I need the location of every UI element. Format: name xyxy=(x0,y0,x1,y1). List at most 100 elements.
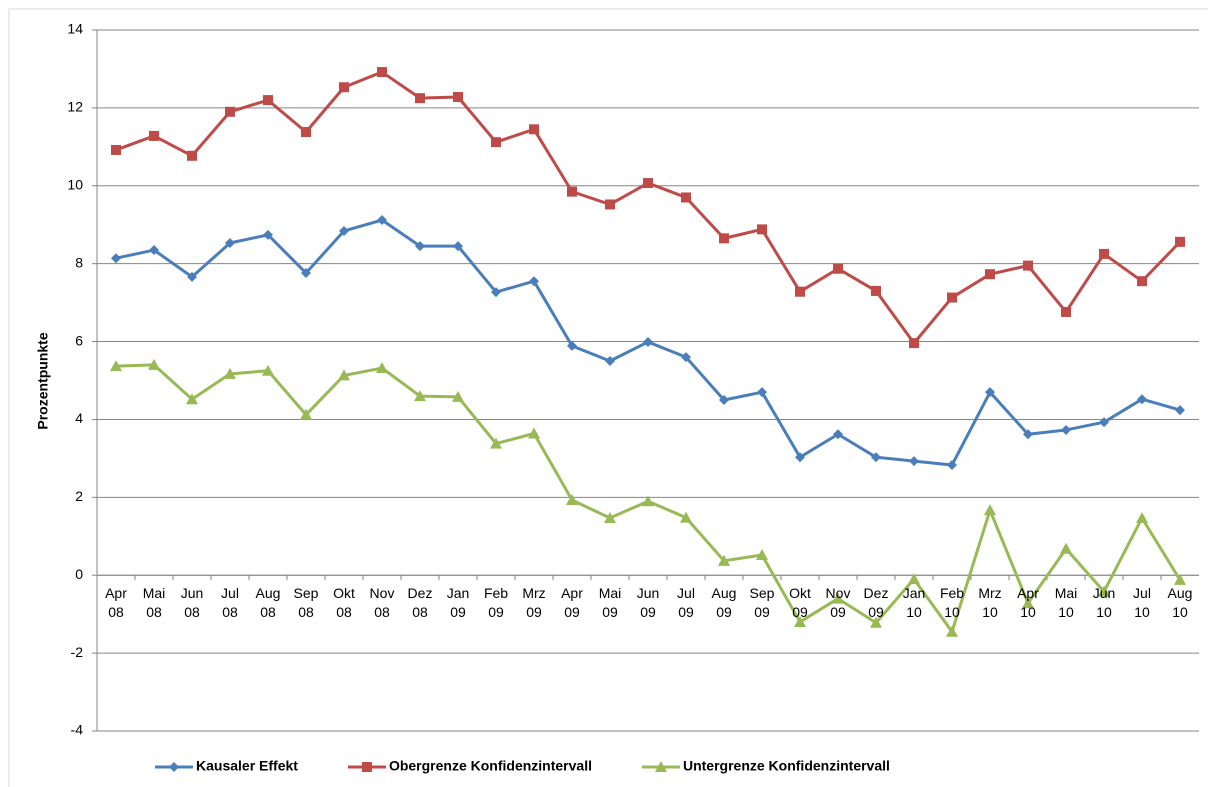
x-tick-label: Apr 08 xyxy=(105,585,127,621)
marker xyxy=(871,285,881,296)
marker xyxy=(453,91,463,102)
marker xyxy=(1022,597,1034,609)
marker xyxy=(187,150,197,161)
marker xyxy=(110,360,122,372)
x-tick-label: Okt 09 xyxy=(789,585,811,621)
marker xyxy=(187,271,197,282)
marker xyxy=(833,263,843,274)
x-tick-label: Mai 08 xyxy=(142,585,166,621)
marker xyxy=(339,82,349,93)
marker xyxy=(984,504,996,516)
marker xyxy=(339,225,349,236)
x-tick-label: Mrz 10 xyxy=(978,585,1002,621)
marker xyxy=(453,241,463,252)
marker xyxy=(186,393,198,405)
marker xyxy=(1175,236,1185,247)
marker xyxy=(1061,306,1071,317)
marker xyxy=(985,269,995,280)
marker xyxy=(604,511,616,523)
marker xyxy=(680,511,692,523)
y-tick-label: 2 xyxy=(75,488,83,504)
x-tick-label: Okt 08 xyxy=(333,585,355,621)
marker xyxy=(300,408,312,420)
x-tick-label: Feb 09 xyxy=(483,585,509,621)
legend-label: Untergrenze Konfidenzintervall xyxy=(683,758,890,774)
x-tick-label: Mrz 09 xyxy=(522,585,546,621)
marker xyxy=(832,592,844,604)
marker xyxy=(1060,542,1072,554)
x-tick-label: Jul 09 xyxy=(677,585,695,621)
marker xyxy=(301,127,311,138)
marker xyxy=(338,369,350,381)
marker xyxy=(566,494,578,506)
x-tick-label: Jan 09 xyxy=(446,585,470,621)
marker xyxy=(1099,417,1109,428)
marker xyxy=(909,338,919,349)
marker xyxy=(654,761,667,772)
x-tick-label: Dez 08 xyxy=(407,585,433,621)
x-tick-label: Aug 09 xyxy=(711,585,737,621)
marker xyxy=(795,452,805,463)
marker xyxy=(795,286,805,297)
marker xyxy=(643,336,653,347)
marker xyxy=(149,245,159,256)
marker xyxy=(985,387,995,398)
y-tick-label: -4 xyxy=(71,722,84,738)
x-tick-label: Mai 09 xyxy=(598,585,622,621)
marker xyxy=(490,437,502,449)
x-tick-label: Sep 08 xyxy=(293,585,319,621)
marker xyxy=(1061,424,1071,435)
x-tick-label: Feb 10 xyxy=(939,585,965,621)
x-tick-label: Nov 08 xyxy=(369,585,395,621)
marker xyxy=(642,495,654,507)
x-tick-label: Jul 08 xyxy=(221,585,239,621)
marker xyxy=(1174,573,1186,585)
marker xyxy=(947,460,957,471)
y-axis-label: Prozentpunkte xyxy=(35,332,51,429)
chart-border xyxy=(8,8,1208,787)
x-tick-label: Sep 09 xyxy=(749,585,775,621)
marker xyxy=(909,456,919,467)
marker xyxy=(377,67,387,78)
marker xyxy=(528,427,540,439)
x-tick-label: Mai 10 xyxy=(1054,585,1078,621)
marker xyxy=(491,137,501,148)
marker xyxy=(871,452,881,463)
y-tick-label: 8 xyxy=(75,254,83,270)
marker xyxy=(1136,511,1148,523)
x-tick-label: Jun 08 xyxy=(180,585,204,621)
marker xyxy=(452,390,464,402)
marker xyxy=(833,429,843,440)
x-tick-label: Jul 10 xyxy=(1133,585,1151,621)
marker xyxy=(681,352,691,363)
marker xyxy=(757,387,767,398)
x-tick-label: Dez 09 xyxy=(863,585,889,621)
marker xyxy=(946,625,958,637)
y-tick-label: 0 xyxy=(75,566,83,582)
marker xyxy=(263,95,273,106)
marker xyxy=(870,616,882,628)
marker xyxy=(301,268,311,279)
marker xyxy=(529,124,539,135)
marker xyxy=(224,367,236,379)
y-tick-label: 10 xyxy=(67,176,83,192)
legend-label: Kausaler Effekt xyxy=(196,758,298,774)
series-line xyxy=(115,70,1182,345)
y-tick-label: 6 xyxy=(75,332,83,348)
x-tick-label: Aug 08 xyxy=(255,585,281,621)
x-tick-label: Jun 10 xyxy=(1092,585,1116,621)
marker xyxy=(263,229,273,240)
marker xyxy=(376,362,388,374)
marker xyxy=(529,276,539,287)
marker xyxy=(567,340,577,351)
marker xyxy=(757,224,767,235)
marker xyxy=(262,364,274,376)
marker xyxy=(681,192,691,203)
marker xyxy=(148,358,160,370)
marker xyxy=(111,144,121,155)
marker xyxy=(1098,585,1110,597)
y-tick-label: -2 xyxy=(71,644,84,660)
marker xyxy=(149,130,159,141)
